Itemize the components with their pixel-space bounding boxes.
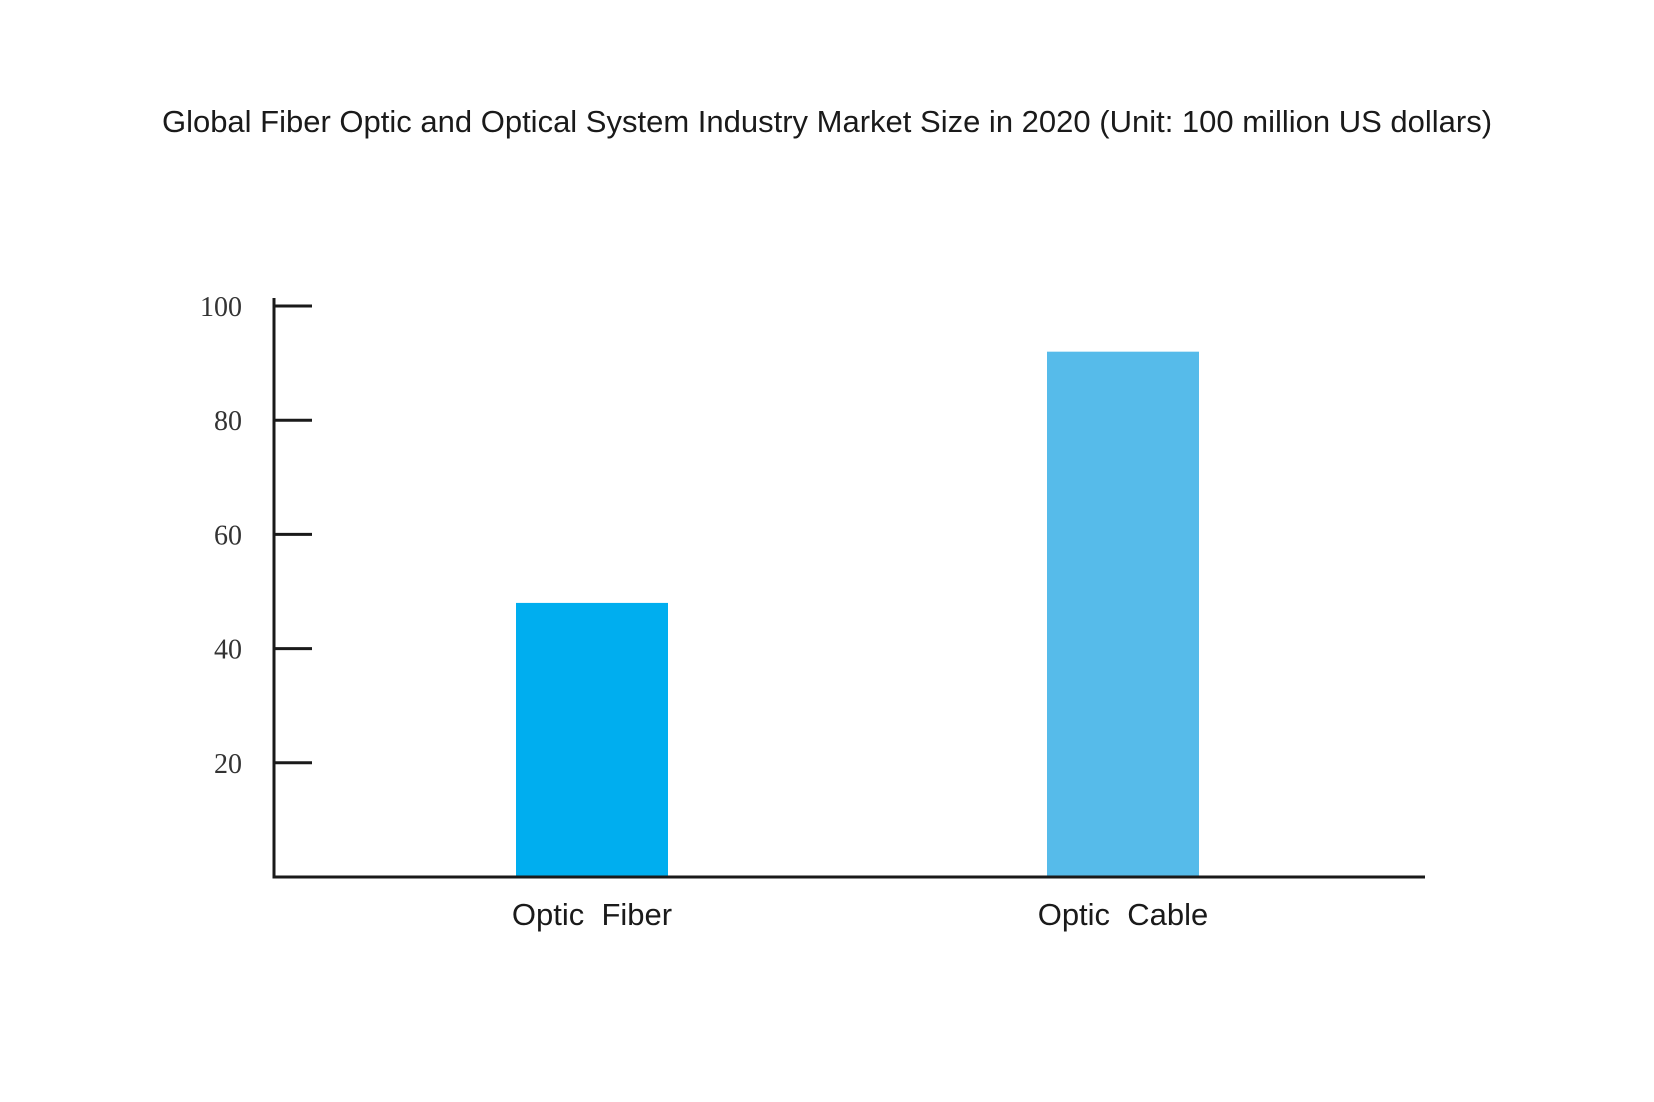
chart-title: Global Fiber Optic and Optical System In… <box>161 104 1493 139</box>
ticks-layer: 20 40 60 80 100 <box>200 292 312 780</box>
y-tick-label: 40 <box>214 635 242 666</box>
x-category-label: Optic Cable <box>1038 897 1209 932</box>
bar-2 <box>1047 351 1199 877</box>
y-tick-label: 80 <box>214 406 242 437</box>
category-labels-layer: Optic Fiber Optic Cable <box>512 897 1208 932</box>
bars-layer <box>516 351 1199 877</box>
axes-layer <box>272 298 1425 879</box>
y-tick-label: 20 <box>214 749 242 780</box>
y-tick-label: 60 <box>214 520 242 551</box>
bar-1 <box>516 602 668 877</box>
x-category-label: Optic Fiber <box>512 897 672 932</box>
y-tick-label: 100 <box>200 292 242 323</box>
